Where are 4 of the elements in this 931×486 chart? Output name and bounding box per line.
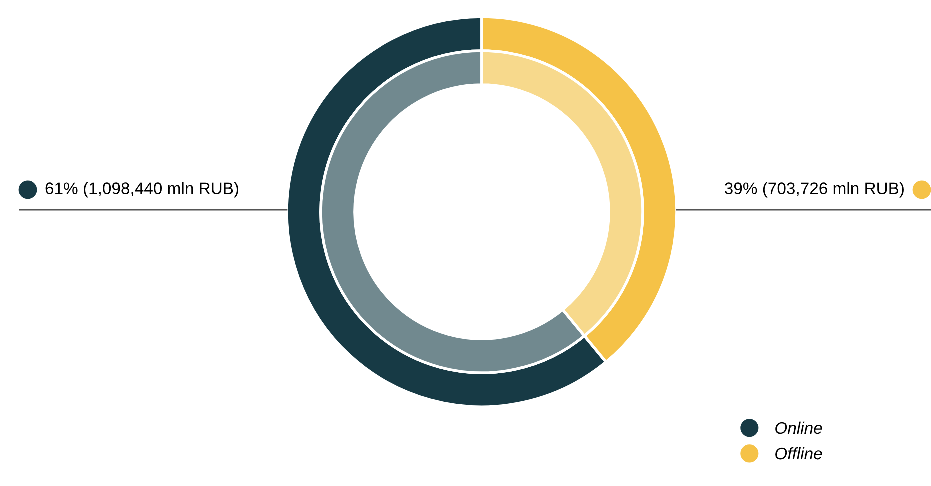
text: 39% (703,726 mln RUB) xyxy=(725,182,904,198)
legend-label: Online xyxy=(776,422,822,434)
text: 61% (1,098,440 mln RUB) xyxy=(46,182,239,198)
legend-label: Offline xyxy=(776,447,822,460)
